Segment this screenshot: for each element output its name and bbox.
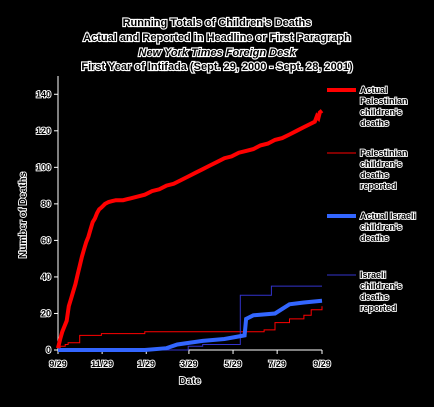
legend: Actual Palestinian children's deathsPalesti… bbox=[327, 84, 417, 314]
legend-label-line: children's bbox=[360, 159, 402, 169]
x-tick-label: 1/29 bbox=[137, 359, 155, 369]
chart-title-line-2: Actual and Reported in Headline or First… bbox=[83, 32, 351, 44]
x-tick-label: 7/29 bbox=[268, 359, 286, 369]
chart-title-line-1: Running Totals of Children's Deaths bbox=[123, 17, 312, 29]
chart-title-block: Running Totals of Children's Deaths Actu… bbox=[80, 16, 354, 74]
x-tick-label: 9/29 bbox=[313, 359, 331, 369]
legend-label-line: deaths bbox=[360, 170, 389, 180]
legend-label-line: children's bbox=[360, 107, 402, 117]
y-tick-label: 40 bbox=[41, 272, 51, 282]
y-tick-label: 60 bbox=[41, 235, 51, 245]
legend-label-line: Actual bbox=[360, 85, 388, 95]
y-tick-label: 20 bbox=[41, 308, 51, 318]
y-tick-label: 0 bbox=[46, 345, 51, 355]
chart-title-line-4: First Year of Intifada (Sept. 29, 2000 -… bbox=[81, 61, 353, 73]
y-tick-label: 100 bbox=[36, 162, 51, 172]
legend-label-4: Israeli children's deaths reported bbox=[360, 270, 402, 313]
x-axis-label: Date bbox=[179, 376, 201, 387]
y-tick-label: 80 bbox=[41, 199, 51, 209]
chart-title-line-3: New York Times Foreign Desk bbox=[139, 47, 297, 59]
x-tick-label: 11/29 bbox=[91, 359, 113, 369]
legend-label-line: Palestinian bbox=[360, 96, 408, 106]
legend-label-line: Palestinian bbox=[360, 148, 408, 158]
legend-label-line: reported bbox=[360, 303, 397, 313]
legend-label-line: children's bbox=[360, 281, 402, 291]
y-axis-label: Number of Deaths bbox=[18, 172, 29, 259]
legend-label-2: Palestinian children's deaths reported bbox=[360, 148, 408, 191]
legend-label-line: deaths bbox=[360, 292, 389, 302]
x-tick-label: 5/29 bbox=[224, 359, 242, 369]
y-tick-label: 140 bbox=[36, 89, 51, 99]
legend-label-line: deaths bbox=[360, 233, 389, 243]
plot-area bbox=[56, 109, 324, 352]
legend-label-line: Actual Israeli bbox=[360, 211, 416, 221]
legend-label-line: Israeli bbox=[360, 270, 386, 280]
x-tick-label: 9/29 bbox=[49, 359, 67, 369]
series-line-2 bbox=[58, 306, 323, 349]
legend-label-3: Actual Israeli children's deaths bbox=[360, 211, 416, 243]
x-tick-label: 3/29 bbox=[180, 359, 198, 369]
series-line-3 bbox=[58, 298, 323, 352]
y-tick-label: 120 bbox=[36, 126, 51, 136]
legend-label-1: Actual Palestinian children's deaths bbox=[360, 85, 408, 128]
legend-label-line: children's bbox=[360, 222, 402, 232]
series-line-1 bbox=[56, 109, 324, 349]
legend-label-line: reported bbox=[360, 181, 397, 191]
series-line-4 bbox=[58, 285, 322, 351]
legend-label-line: deaths bbox=[360, 118, 389, 128]
